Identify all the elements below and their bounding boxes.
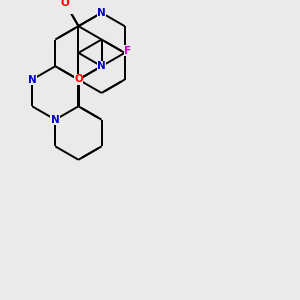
- Text: N: N: [97, 8, 106, 18]
- Text: O: O: [61, 0, 69, 8]
- Text: N: N: [51, 115, 60, 125]
- Text: F: F: [124, 46, 132, 56]
- Text: N: N: [97, 61, 106, 71]
- Text: O: O: [74, 74, 83, 85]
- Text: N: N: [28, 75, 37, 85]
